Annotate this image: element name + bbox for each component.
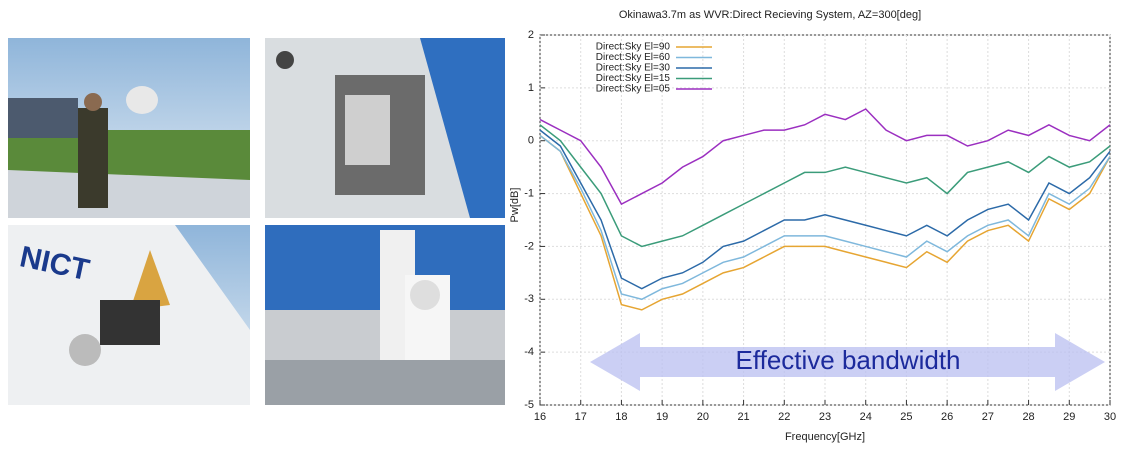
y-tick-label: -2 [524,240,534,252]
x-tick-label: 26 [941,411,953,423]
x-tick-label: 23 [819,411,831,423]
photo: NICT [8,225,250,405]
page: NICT Okinawa3.7m as WVR:Direct Recieving… [0,0,1125,444]
x-axis-label: Frequency[GHz] [785,431,865,443]
y-tick-label: 1 [528,82,534,94]
x-tick-label: 29 [1063,411,1075,423]
x-tick-label: 25 [900,411,912,423]
y-tick-label: -4 [524,346,534,358]
x-tick-label: 18 [615,411,627,423]
y-tick-label: 2 [528,29,534,41]
x-tick-label: 20 [697,411,709,423]
photo [265,38,505,218]
x-tick-label: 28 [1022,411,1034,423]
x-tick-label: 22 [778,411,790,423]
photo [265,225,505,405]
y-tick-label: -1 [524,187,534,199]
x-tick-label: 16 [534,411,546,423]
y-tick-label: 0 [528,135,534,147]
legend-label: Direct:Sky El=15 [596,73,671,84]
y-axis-label: Pw[dB] [509,188,521,223]
figure: NICT Okinawa3.7m as WVR:Direct Recieving… [0,0,1125,444]
x-tick-label: 21 [737,411,749,423]
x-tick-label: 27 [982,411,994,423]
plot: -5 -4 -3 -2 -1 0 1 2 16 17 18 19 20 21 22 23 24 25 26 27 28 2… [524,29,1116,423]
x-tick-label: 24 [860,411,872,423]
y-tick-label: -5 [524,399,534,411]
legend-label: Direct:Sky El=05 [596,84,671,95]
legend-label: Direct:Sky El=90 [596,42,671,53]
legend-label: Direct:Sky El=30 [596,63,671,74]
x-tick-label: 30 [1104,411,1116,423]
annotation: Effective bandwidth [736,345,961,375]
x-tick-label: 19 [656,411,668,423]
chart-title: Okinawa3.7m as WVR:Direct Recieving Syst… [619,9,921,21]
legend-label: Direct:Sky El=60 [596,52,671,63]
photo [8,38,250,218]
y-tick-label: -3 [524,293,534,305]
x-tick-label: 17 [575,411,587,423]
